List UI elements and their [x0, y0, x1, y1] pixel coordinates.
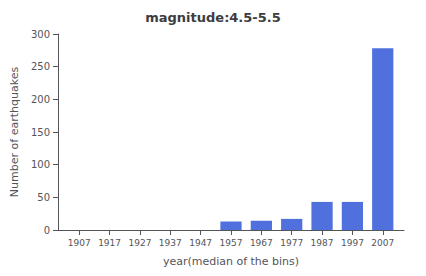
svg-text:1967: 1967: [250, 238, 273, 248]
svg-text:0: 0: [44, 225, 50, 236]
svg-text:1907: 1907: [68, 238, 91, 248]
svg-text:year(median of the bins): year(median of the bins): [163, 255, 299, 268]
svg-text:50: 50: [37, 192, 50, 203]
svg-text:200: 200: [31, 94, 50, 105]
svg-text:250: 250: [31, 61, 50, 72]
svg-text:Number of earthquakes: Number of earthquakes: [8, 67, 21, 198]
svg-text:1947: 1947: [189, 238, 212, 248]
svg-text:100: 100: [31, 159, 50, 170]
svg-text:1987: 1987: [311, 238, 334, 248]
svg-text:1917: 1917: [98, 238, 121, 248]
svg-text:150: 150: [31, 127, 50, 138]
svg-text:1997: 1997: [341, 238, 364, 248]
svg-text:1957: 1957: [220, 238, 243, 248]
svg-text:magnitude:4.5-5.5: magnitude:4.5-5.5: [145, 10, 281, 25]
svg-text:300: 300: [31, 29, 50, 40]
svg-text:2007: 2007: [371, 238, 394, 248]
svg-text:1937: 1937: [159, 238, 182, 248]
svg-text:1927: 1927: [128, 238, 151, 248]
svg-text:1977: 1977: [280, 238, 303, 248]
